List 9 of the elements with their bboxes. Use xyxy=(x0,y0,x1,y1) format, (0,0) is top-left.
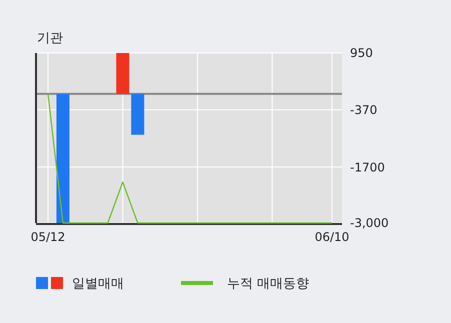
legend-label: 누적 매매동향 xyxy=(227,276,310,292)
legend-label: 일별매매 xyxy=(72,276,124,292)
y-tick-label: 950 xyxy=(350,46,373,60)
x-tick-label: 06/10 xyxy=(314,230,350,244)
x-tick-label: 05/12 xyxy=(30,230,66,244)
y-tick-label: -3,000 xyxy=(350,216,389,230)
y-tick-label: -370 xyxy=(350,103,378,118)
chart-title: 기관 xyxy=(37,31,63,46)
y-tick-label: -1700 xyxy=(350,160,385,174)
